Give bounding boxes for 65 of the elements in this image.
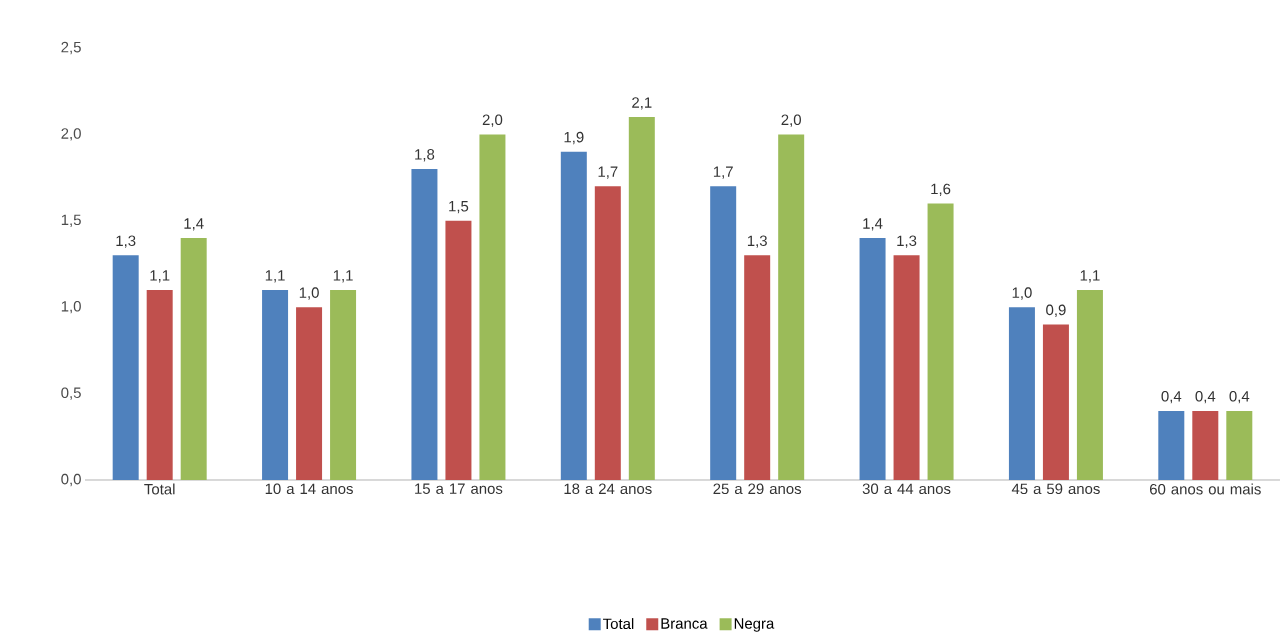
bar xyxy=(859,237,886,480)
data-label: 1,1 xyxy=(150,270,170,283)
bar xyxy=(146,289,173,480)
data-label: 1,1 xyxy=(1080,270,1100,283)
bar xyxy=(744,255,771,480)
data-label: 1,6 xyxy=(931,183,951,196)
y-tick-label: 0,5 xyxy=(61,387,81,400)
data-label: 2,1 xyxy=(632,97,652,110)
bar xyxy=(778,134,805,480)
data-label: 0,9 xyxy=(1046,304,1066,317)
bar xyxy=(479,134,506,480)
bar xyxy=(330,289,357,480)
data-label: 2,0 xyxy=(781,114,801,127)
bar xyxy=(180,237,207,480)
bar xyxy=(594,186,621,480)
bar xyxy=(262,289,289,480)
bar xyxy=(1158,410,1185,480)
y-tick-label: 1,0 xyxy=(61,300,81,314)
bar xyxy=(296,306,323,480)
bar xyxy=(1008,306,1035,480)
x-tick-label: Total xyxy=(144,483,175,495)
data-label: 1,9 xyxy=(564,131,584,144)
data-label: 0,4 xyxy=(1161,390,1182,404)
bar xyxy=(1076,289,1103,480)
data-label: 1,3 xyxy=(897,235,917,248)
y-tick-label: 2,5 xyxy=(61,41,81,54)
x-tick-label: 15 a 17 anos xyxy=(415,483,503,494)
bar xyxy=(893,255,920,480)
bar xyxy=(1042,324,1069,480)
x-tick-label: 60 anos ou mais xyxy=(1150,483,1261,495)
bar xyxy=(411,168,438,480)
data-label: 1,0 xyxy=(1012,287,1032,300)
data-label: 1,0 xyxy=(299,287,319,300)
bar xyxy=(628,116,655,480)
x-tick-label: 10 a 14 anos xyxy=(265,483,353,494)
y-tick-label: 2,0 xyxy=(61,128,81,141)
data-label: 1,7 xyxy=(713,166,733,179)
data-label: 1,1 xyxy=(333,270,353,283)
bar xyxy=(1192,410,1219,480)
data-label: 1,3 xyxy=(116,235,136,248)
bar xyxy=(445,220,472,480)
data-label: 1,4 xyxy=(863,218,883,231)
x-tick-label: 45 a 59 anos xyxy=(1011,483,1100,494)
x-tick-label: 30 a 44 anos xyxy=(862,483,951,494)
y-tick-label: 0,0 xyxy=(61,473,81,486)
legend-label: Negra xyxy=(734,618,775,632)
data-label: 1,4 xyxy=(184,218,204,231)
data-label: 1,1 xyxy=(265,270,285,283)
data-label: 1,7 xyxy=(598,166,618,179)
legend-label: Branca xyxy=(661,618,708,629)
data-label: 1,3 xyxy=(747,235,767,248)
data-label: 2,0 xyxy=(482,114,503,127)
y-tick-label: 1,5 xyxy=(61,214,81,227)
data-label: 0,4 xyxy=(1195,390,1216,404)
bar xyxy=(112,255,139,480)
data-label: 1,5 xyxy=(449,200,469,214)
data-label: 0,4 xyxy=(1229,390,1250,404)
bar xyxy=(1226,410,1253,480)
bar xyxy=(710,186,737,480)
data-label: 1,8 xyxy=(415,148,435,162)
bar xyxy=(560,151,587,480)
x-tick-label: 18 a 24 anos xyxy=(564,483,652,494)
bar xyxy=(927,203,954,480)
x-tick-label: 25 a 29 anos xyxy=(713,483,802,494)
legend-label: Total xyxy=(603,617,634,629)
